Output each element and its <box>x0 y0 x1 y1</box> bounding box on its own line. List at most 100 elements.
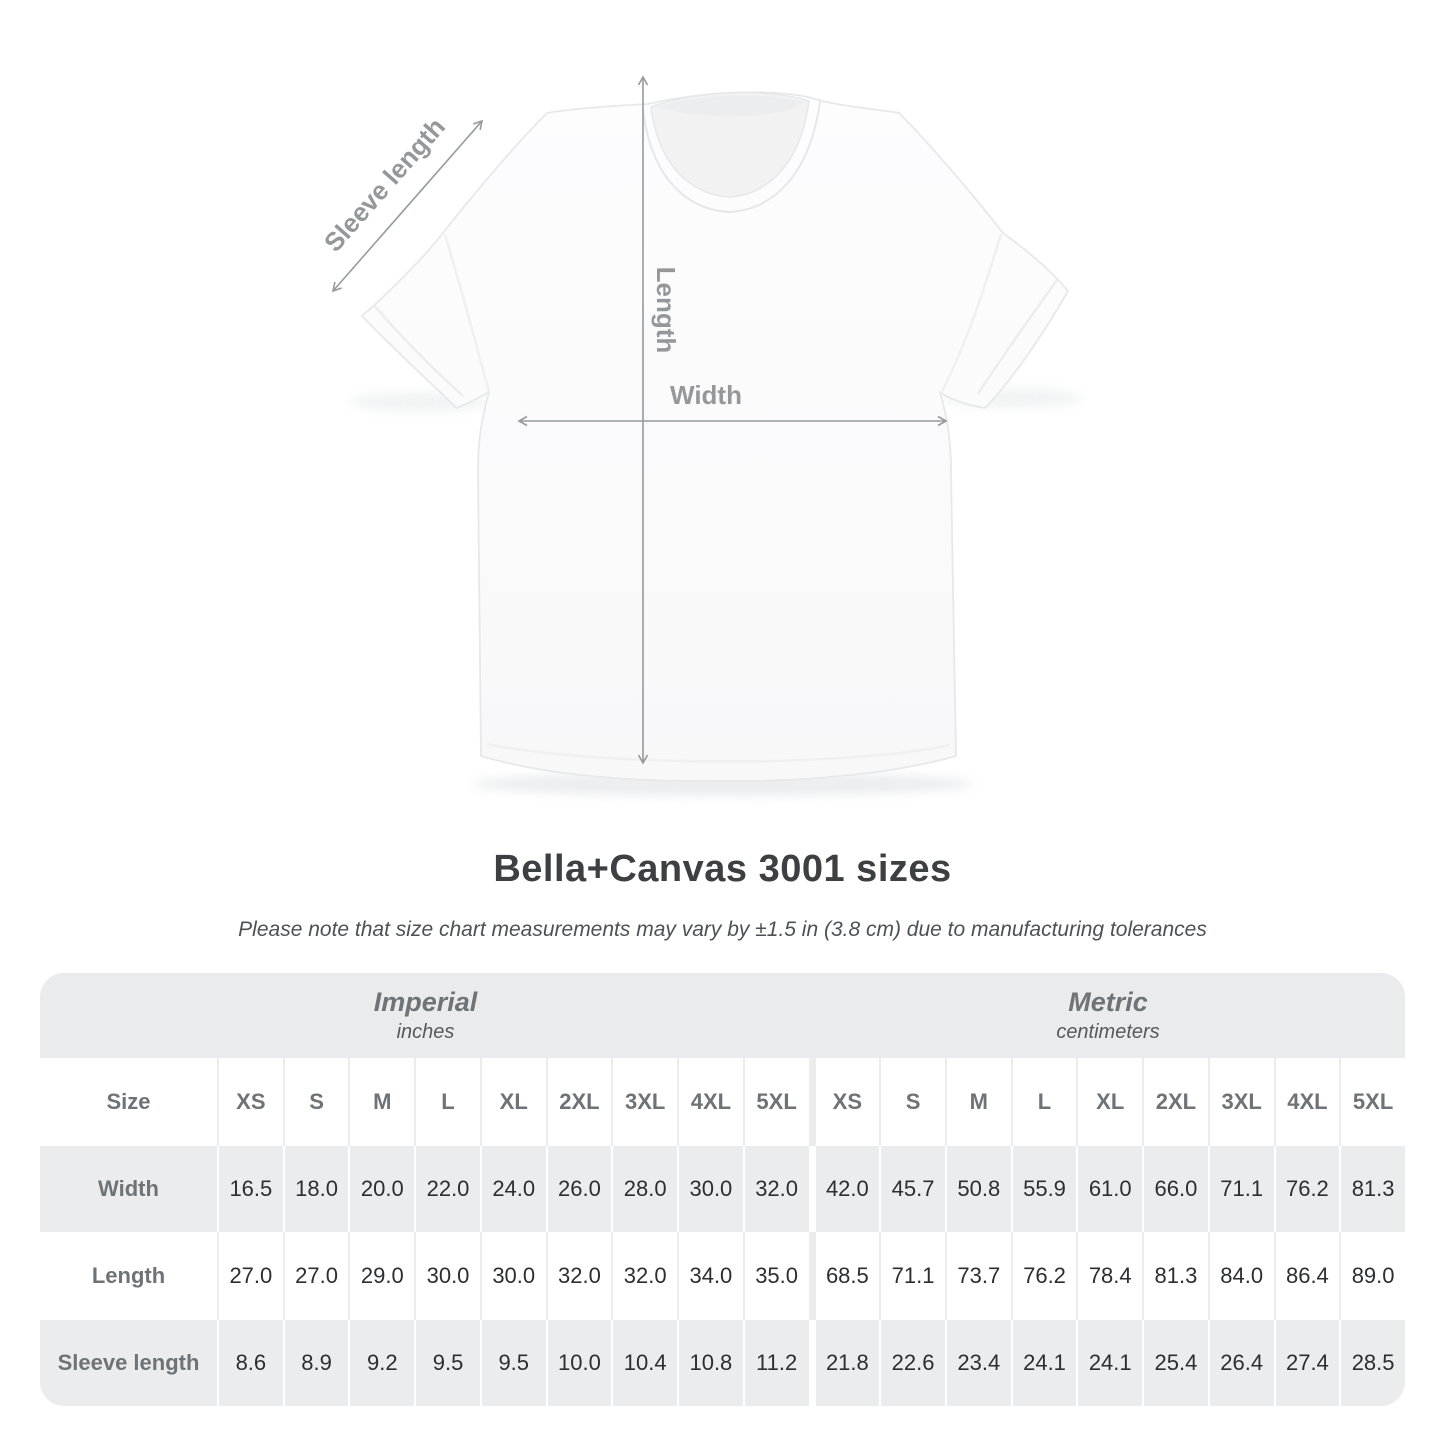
size-header-cell: 4XL <box>677 1058 743 1146</box>
size-header-cell: M <box>348 1058 414 1146</box>
size-header-cell: 3XL <box>1207 1058 1274 1146</box>
length-value-cell: 27.0 <box>282 1232 349 1320</box>
length-value-cell: 73.7 <box>944 1232 1011 1320</box>
size-table: Imperial inches Metric centimeters Size … <box>40 973 1405 1406</box>
sleeve-value-cell: 24.1 <box>1076 1320 1142 1406</box>
length-value-cell: 29.0 <box>348 1232 414 1320</box>
width-value-cell: 61.0 <box>1076 1146 1142 1232</box>
size-header-cell: 2XL <box>1142 1058 1208 1146</box>
length-value-cell: 84.0 <box>1207 1232 1274 1320</box>
tshirt-graphic <box>350 91 1082 796</box>
sleeve-length-row: Sleeve length 8.6 8.9 9.2 9.5 9.5 10.0 10.4 10.… <box>40 1320 1405 1406</box>
length-value-cell: 89.0 <box>1339 1232 1405 1320</box>
size-header-cell: XL <box>479 1058 546 1146</box>
length-value-cell: 32.0 <box>545 1232 612 1320</box>
sleeve-value-cell: 11.2 <box>742 1320 809 1406</box>
length-value-cell: 34.0 <box>677 1232 743 1320</box>
length-row: Length 27.0 27.0 29.0 30.0 30.0 32.0 32.0 34.0 3… <box>40 1232 1405 1320</box>
armhole-seam-right <box>940 233 1003 392</box>
width-value-cell: 30.0 <box>677 1146 743 1232</box>
size-header-cell: S <box>879 1058 945 1146</box>
table-header-band: Imperial inches Metric centimeters <box>40 973 1405 1058</box>
metric-unit: centimeters <box>1056 1021 1160 1043</box>
size-header-cell: XS <box>832 1089 863 1114</box>
width-value-cell: 71.1 <box>1207 1146 1274 1232</box>
imperial-unit: inches <box>396 1021 455 1043</box>
sleeve-value-cell: 10.0 <box>545 1320 612 1406</box>
size-header-row: Size XS S M L XL 2XL 3XL 4XL 5XL XS S M L XL 2XL 3XL 4X… <box>40 1058 1405 1146</box>
length-label: Length <box>651 267 681 354</box>
sleeve-length-label: Sleeve length <box>318 112 451 258</box>
sleeve-imperial-values: 8.6 8.9 9.2 9.5 9.5 10.0 10.4 10.8 11.2 <box>217 1320 809 1406</box>
width-row-label: Width <box>98 1176 159 1201</box>
width-value-cell: 55.9 <box>1010 1146 1077 1232</box>
length-value-cell: 27.0 <box>229 1263 273 1288</box>
width-label: Width <box>670 380 742 410</box>
neck-opening <box>650 91 810 198</box>
size-header-cell: 2XL <box>545 1058 612 1146</box>
length-value-cell: 30.0 <box>479 1232 546 1320</box>
size-header-cell: L <box>1010 1058 1077 1146</box>
length-value-cell: 32.0 <box>611 1232 677 1320</box>
cuff-fold-right <box>976 279 1059 395</box>
size-header-cell: S <box>282 1058 349 1146</box>
width-row: Width 16.5 18.0 20.0 22.0 24.0 26.0 28.0 30.0 32… <box>40 1146 1405 1232</box>
imperial-title: Imperial <box>373 987 478 1017</box>
sleeve-row-label: Sleeve length <box>57 1350 200 1375</box>
width-value-cell: 45.7 <box>879 1146 945 1232</box>
width-value-cell: 16.5 <box>229 1176 273 1201</box>
size-header-cell: XS <box>236 1089 266 1114</box>
width-value-cell: 42.0 <box>825 1176 869 1201</box>
measurement-arrows <box>331 75 948 765</box>
sleeve-value-cell: 8.9 <box>282 1320 349 1406</box>
size-header-cell: 5XL <box>742 1058 809 1146</box>
length-metric-values: 68.5 71.1 73.7 76.2 78.4 81.3 84.0 86.4 89.0 <box>808 1232 1406 1320</box>
width-value-cell: 18.0 <box>282 1146 349 1232</box>
size-header-cell: L <box>414 1058 480 1146</box>
page-title: Bella+Canvas 3001 sizes <box>493 848 952 890</box>
sleeve-value-cell: 24.1 <box>1010 1320 1077 1406</box>
sleeve-value-cell: 21.8 <box>825 1350 869 1375</box>
hem-fold <box>486 742 951 763</box>
sleeve-value-cell: 28.5 <box>1339 1320 1405 1406</box>
sleeve-value-cell: 10.4 <box>611 1320 677 1406</box>
sleeve-value-cell: 8.6 <box>235 1350 267 1375</box>
imperial-section-header: Imperial inches <box>40 973 811 1058</box>
shirt-shadow <box>472 772 972 796</box>
sleeve-value-cell: 9.5 <box>479 1320 546 1406</box>
length-value-cell: 86.4 <box>1273 1232 1340 1320</box>
length-value-cell: 81.3 <box>1142 1232 1208 1320</box>
imperial-size-headers: XS S M L XL 2XL 3XL 4XL 5XL <box>217 1058 809 1146</box>
length-value-cell: 76.2 <box>1010 1232 1077 1320</box>
length-value-cell: 35.0 <box>742 1232 809 1320</box>
sleeve-value-cell: 23.4 <box>944 1320 1011 1406</box>
width-value-cell: 28.0 <box>611 1146 677 1232</box>
sleeve-value-cell: 25.4 <box>1142 1320 1208 1406</box>
sleeve-value-cell: 26.4 <box>1207 1320 1274 1406</box>
width-value-cell: 26.0 <box>545 1146 612 1232</box>
width-imperial-values: 16.5 18.0 20.0 22.0 24.0 26.0 28.0 30.0 32.0 <box>217 1146 809 1232</box>
tshirt-diagram: Sleeve length Length Width <box>318 75 1082 796</box>
size-row-label: Size <box>106 1089 151 1114</box>
sleeve-length-arrow <box>331 119 484 293</box>
width-value-cell: 32.0 <box>742 1146 809 1232</box>
cuff-fold-left <box>373 304 464 397</box>
metric-section-header: Metric centimeters <box>811 973 1405 1058</box>
length-value-cell: 78.4 <box>1076 1232 1142 1320</box>
tolerance-note: Please note that size chart measurements… <box>238 918 1207 941</box>
width-metric-values: 42.0 45.7 50.8 55.9 61.0 66.0 71.1 76.2 81.3 <box>808 1146 1406 1232</box>
size-header-cell: 4XL <box>1273 1058 1340 1146</box>
sleeve-value-cell: 27.4 <box>1273 1320 1340 1406</box>
length-value-cell: 30.0 <box>414 1232 480 1320</box>
sleeve-metric-values: 21.8 22.6 23.4 24.1 24.1 25.4 26.4 27.4 28.5 <box>808 1320 1406 1406</box>
length-value-cell: 68.5 <box>825 1263 869 1288</box>
size-header-cell: 3XL <box>611 1058 677 1146</box>
collar-band <box>642 100 821 214</box>
size-header-cell: M <box>944 1058 1011 1146</box>
metric-title: Metric <box>1068 987 1148 1017</box>
width-value-cell: 20.0 <box>348 1146 414 1232</box>
width-value-cell: 50.8 <box>944 1146 1011 1232</box>
width-value-cell: 76.2 <box>1273 1146 1340 1232</box>
width-value-cell: 66.0 <box>1142 1146 1208 1232</box>
length-value-cell: 71.1 <box>879 1232 945 1320</box>
